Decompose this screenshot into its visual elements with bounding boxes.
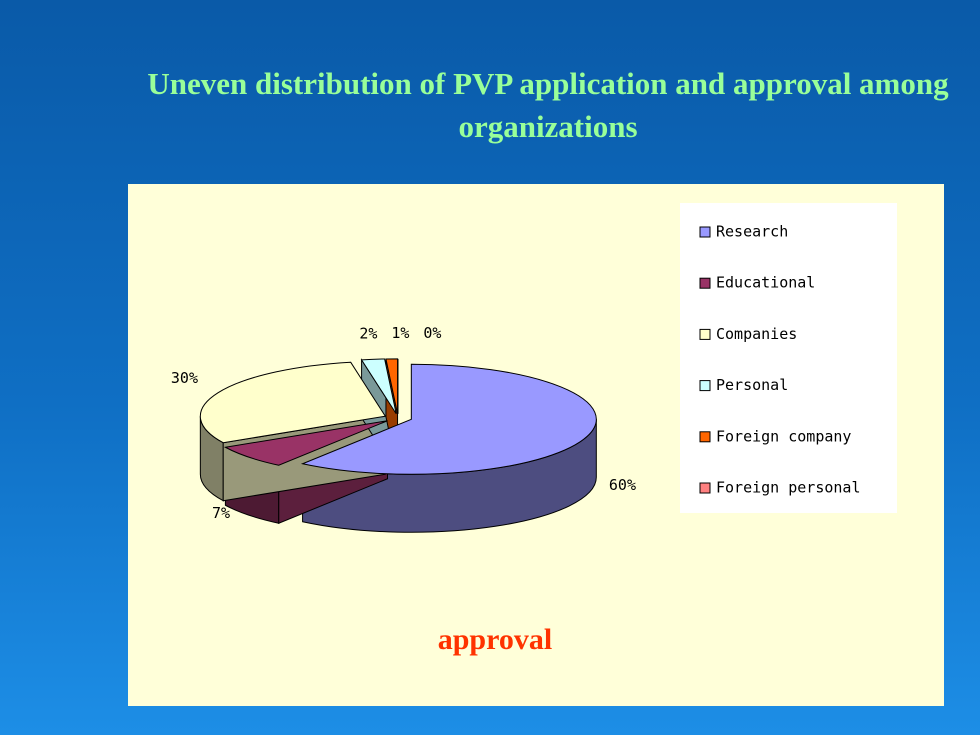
legend-swatch bbox=[699, 431, 711, 443]
legend-label: Research bbox=[716, 223, 788, 241]
legend-label: Companies bbox=[716, 325, 797, 343]
pie-slice-top bbox=[360, 358, 397, 415]
pie-slice-top bbox=[300, 363, 597, 475]
pie-slice-top bbox=[223, 420, 388, 466]
slide-title: Uneven distribution of PVP application a… bbox=[147, 66, 949, 144]
data-label: 60% bbox=[609, 476, 636, 494]
pie-tops bbox=[199, 358, 597, 475]
legend-label: Foreign personal bbox=[716, 479, 861, 497]
data-label: 0% bbox=[423, 324, 441, 342]
legend-label: Personal bbox=[716, 376, 788, 394]
legend-swatch bbox=[699, 277, 711, 289]
pie-labels: 60% 7% 30% 2% 1% 0% bbox=[171, 324, 636, 522]
data-label: 1% bbox=[391, 324, 409, 342]
pie-slice-top bbox=[199, 361, 387, 444]
data-label: 7% bbox=[212, 504, 230, 522]
data-label: 2% bbox=[359, 325, 377, 343]
legend-label: Educational bbox=[716, 274, 815, 292]
legend-swatch bbox=[699, 226, 711, 238]
legend-box bbox=[680, 203, 897, 513]
legend-swatch bbox=[699, 482, 711, 494]
legend-swatch bbox=[699, 328, 711, 340]
legend-swatch bbox=[699, 380, 711, 392]
chart-caption: approval bbox=[438, 623, 552, 656]
data-label: 30% bbox=[171, 369, 198, 387]
legend-label: Foreign company bbox=[716, 427, 851, 445]
